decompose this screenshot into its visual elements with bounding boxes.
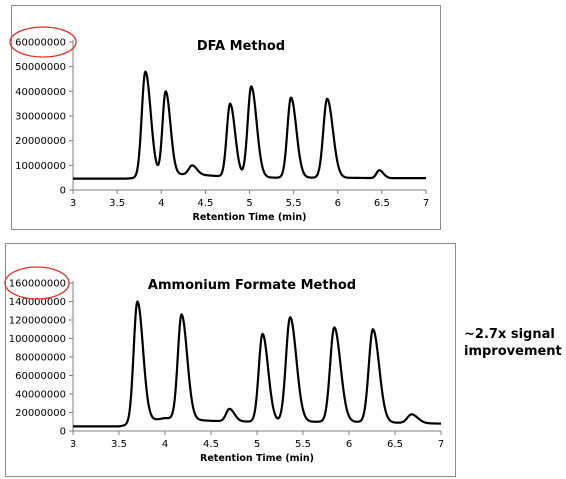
- x-axis-label: Retention Time (min): [193, 212, 307, 223]
- peak-point: [288, 315, 292, 319]
- y-tick-label: 10000000: [15, 161, 66, 172]
- y-tick-label: 140000000: [9, 297, 66, 308]
- x-tick-label: 6: [346, 439, 352, 450]
- x-tick-label: 4.5: [197, 198, 213, 209]
- x-tick-label: 5: [254, 439, 260, 450]
- peak-point: [410, 412, 414, 416]
- chart-title: DFA Method: [197, 39, 285, 54]
- x-tick-label: 5: [246, 198, 252, 209]
- peak-point: [249, 84, 253, 88]
- peak-point: [325, 97, 329, 101]
- dfa-chart: DFA Method 0 10000000 20000000 30000000 40000…: [9, 5, 441, 230]
- x-tick-label: 6.5: [387, 439, 403, 450]
- chromatogram-trace: [72, 300, 442, 428]
- peak-point: [180, 312, 184, 316]
- y-tick-label: 80000000: [15, 353, 66, 364]
- signal-improvement-annotation: ~2.7x signal improvement: [464, 327, 562, 359]
- x-tick-label: 4: [158, 198, 164, 209]
- peak-point: [135, 300, 139, 304]
- y-tick-label: 50000000: [15, 62, 66, 73]
- x-tick-label: 4: [162, 439, 168, 450]
- x-tick-label: 3: [70, 198, 76, 209]
- chart-frame: [5, 243, 456, 477]
- y-tick-label: 40000000: [15, 87, 66, 98]
- x-tick-label: 5.5: [295, 439, 311, 450]
- x-tick-label: 3: [70, 439, 76, 450]
- peak-point: [227, 407, 231, 411]
- peak-point: [289, 96, 293, 100]
- y-tick-label: 30000000: [15, 112, 66, 123]
- y-tick-label: 40000000: [15, 390, 66, 401]
- x-tick-label: 3.5: [111, 439, 127, 450]
- x-tick-label: 3.5: [109, 198, 125, 209]
- y-tick-label: 60000000: [15, 38, 66, 49]
- x-tick-label: 6.5: [374, 198, 390, 209]
- y-tick-label: 20000000: [15, 408, 66, 419]
- y-tick-label: 20000000: [15, 136, 66, 147]
- peak-point: [261, 332, 265, 336]
- peak-point: [190, 163, 194, 167]
- x-tick-label: 4.5: [203, 439, 219, 450]
- peak-point: [228, 102, 232, 106]
- y-tick-label: 0: [60, 427, 66, 438]
- y-tick-label: 120000000: [9, 316, 66, 327]
- y-tick-label: 60000000: [15, 371, 66, 382]
- peak-point: [143, 70, 147, 74]
- highlight-oval: [9, 26, 77, 58]
- peak-point: [332, 325, 336, 329]
- x-tick-label: 6: [335, 198, 341, 209]
- chart-frame: [11, 5, 441, 230]
- x-tick-label: 5.5: [286, 198, 302, 209]
- peak-point: [371, 327, 375, 331]
- y-tick-label: 160000000: [9, 279, 66, 290]
- x-tick-label: 7: [438, 439, 444, 450]
- highlight-oval: [4, 266, 70, 300]
- y-tick-label: 0: [60, 186, 66, 197]
- peak-point: [377, 168, 381, 172]
- x-axis-label: Retention Time (min): [200, 453, 314, 464]
- peak-point: [164, 89, 168, 93]
- chromatogram-trace: [72, 70, 427, 180]
- y-tick-label: 100000000: [9, 334, 66, 345]
- x-tick-label: 7: [423, 198, 429, 209]
- ammonium-formate-chart: Ammonium Formate Method 0 20000000 40000000…: [4, 243, 456, 477]
- chart-title: Ammonium Formate Method: [148, 278, 356, 293]
